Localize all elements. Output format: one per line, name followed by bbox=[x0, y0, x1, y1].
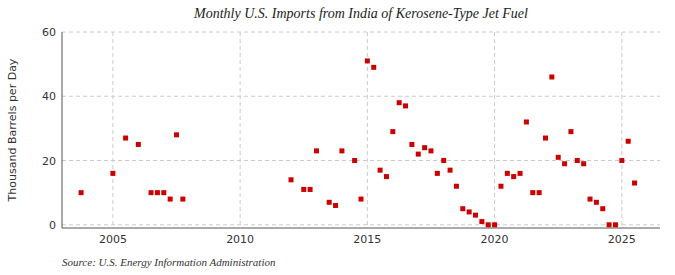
point bbox=[371, 65, 376, 70]
x-tick-label: 2025 bbox=[608, 233, 636, 246]
point bbox=[588, 197, 593, 202]
point bbox=[600, 206, 605, 211]
point bbox=[422, 145, 427, 150]
point bbox=[524, 119, 529, 124]
x-tick-label: 2005 bbox=[99, 233, 127, 246]
point bbox=[378, 168, 383, 173]
chart: Monthly U.S. Imports from India of Keros… bbox=[0, 0, 675, 275]
y-grid-line bbox=[62, 32, 660, 33]
y-axis-label: Thousand Barrels per Day bbox=[6, 58, 19, 202]
point bbox=[556, 155, 561, 160]
point bbox=[409, 142, 414, 147]
y-axis-line bbox=[62, 32, 63, 228]
y-tick-label: 20 bbox=[42, 155, 56, 168]
point bbox=[486, 222, 491, 227]
point bbox=[549, 74, 554, 79]
point bbox=[365, 58, 370, 63]
point bbox=[174, 132, 179, 137]
point bbox=[581, 161, 586, 166]
point bbox=[352, 158, 357, 163]
point bbox=[435, 171, 440, 176]
x-axis-line bbox=[62, 228, 660, 229]
point bbox=[136, 142, 141, 147]
point bbox=[619, 158, 624, 163]
point bbox=[161, 190, 166, 195]
point bbox=[613, 222, 618, 227]
point bbox=[626, 139, 631, 144]
point bbox=[168, 197, 173, 202]
point bbox=[149, 190, 154, 195]
point bbox=[339, 148, 344, 153]
point bbox=[505, 171, 510, 176]
point bbox=[511, 174, 516, 179]
y-tick-label: 0 bbox=[49, 219, 56, 232]
point bbox=[289, 177, 294, 182]
point bbox=[473, 213, 478, 218]
point bbox=[397, 100, 402, 105]
y-tick-label: 40 bbox=[42, 90, 56, 103]
x-grid-line bbox=[494, 32, 495, 228]
point bbox=[123, 136, 128, 141]
x-tick-label: 2020 bbox=[481, 233, 509, 246]
point bbox=[537, 190, 542, 195]
point bbox=[327, 200, 332, 205]
title: Monthly U.S. Imports from India of Keros… bbox=[193, 6, 528, 21]
point bbox=[448, 168, 453, 173]
x-tick-label: 2015 bbox=[353, 233, 381, 246]
points bbox=[79, 58, 637, 227]
point bbox=[575, 158, 580, 163]
point bbox=[314, 148, 319, 153]
point bbox=[416, 152, 421, 157]
x-grid-line bbox=[112, 32, 113, 228]
y-grid-line bbox=[62, 224, 660, 225]
point bbox=[492, 222, 497, 227]
point bbox=[562, 161, 567, 166]
point bbox=[301, 187, 306, 192]
y-tick-label: 60 bbox=[42, 26, 56, 39]
point bbox=[333, 203, 338, 208]
point bbox=[390, 129, 395, 134]
x-tick-label: 2010 bbox=[226, 233, 254, 246]
x-grid-line bbox=[240, 32, 241, 228]
point bbox=[110, 171, 115, 176]
x-grid-line bbox=[621, 32, 622, 228]
point bbox=[428, 148, 433, 153]
point bbox=[359, 197, 364, 202]
point bbox=[632, 181, 637, 186]
point bbox=[530, 190, 535, 195]
point bbox=[460, 206, 465, 211]
point bbox=[403, 103, 408, 108]
point bbox=[543, 136, 548, 141]
point bbox=[155, 190, 160, 195]
point bbox=[467, 209, 472, 214]
source-note: Source: U.S. Energy Information Administ… bbox=[62, 256, 276, 268]
y-grid-line bbox=[62, 160, 660, 161]
point bbox=[568, 129, 573, 134]
point bbox=[607, 222, 612, 227]
point bbox=[454, 184, 459, 189]
point bbox=[479, 219, 484, 224]
point bbox=[180, 197, 185, 202]
point bbox=[384, 174, 389, 179]
point bbox=[498, 184, 503, 189]
point bbox=[308, 187, 313, 192]
point bbox=[441, 158, 446, 163]
point bbox=[79, 190, 84, 195]
grid bbox=[62, 32, 660, 228]
point bbox=[518, 171, 523, 176]
point bbox=[594, 200, 599, 205]
y-grid-line bbox=[62, 96, 660, 97]
